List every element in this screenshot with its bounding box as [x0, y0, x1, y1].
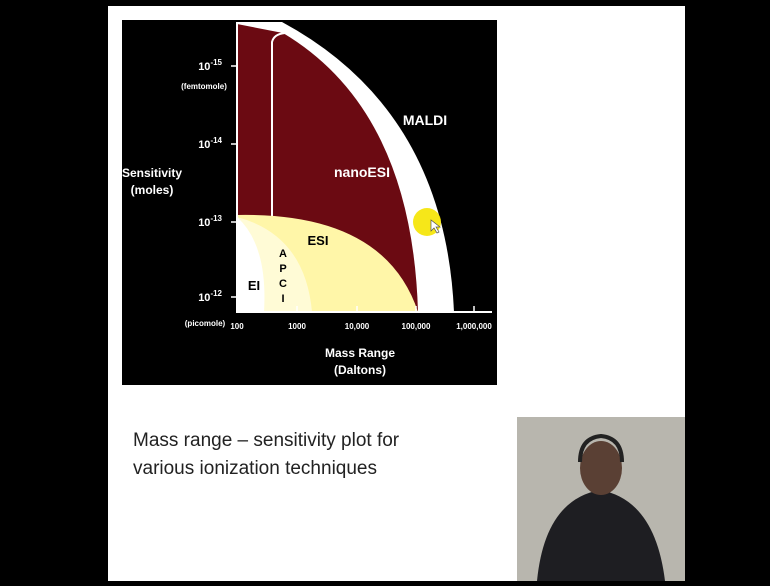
x-tick-label: 10,000: [345, 322, 370, 331]
region-label: EI: [248, 278, 260, 293]
webcam: [517, 417, 685, 581]
y-axis-note: (picomole): [185, 319, 226, 328]
region-label: MALDI: [403, 112, 447, 128]
caption-line: various ionization techniques: [133, 458, 377, 479]
figure: 10-1510-1410-1310-12(femtomole)(picomole…: [122, 20, 497, 385]
x-tick-label: 100,000: [402, 322, 431, 331]
tick-exponent: -13: [210, 214, 222, 223]
y-axis-note: (femtomole): [181, 82, 227, 91]
region-label-letter: C: [279, 278, 287, 290]
person-head: [580, 441, 622, 495]
x-axis-title: Mass Range: [325, 346, 395, 360]
region-label: ESI: [308, 233, 329, 248]
page: 10-1510-1410-1310-12(femtomole)(picomole…: [0, 0, 770, 581]
x-axis-title: (Daltons): [334, 363, 386, 377]
y-axis-title: (moles): [131, 183, 174, 197]
caption-line: Mass range – sensitivity plot for: [133, 430, 400, 451]
tick-base: 10: [198, 217, 210, 229]
region-label: nanoESI: [334, 164, 390, 180]
x-tick-label: 1,000,000: [456, 322, 492, 331]
region-label-letter: P: [279, 263, 286, 275]
region-label-letter: A: [279, 248, 287, 260]
x-tick-label: 1000: [288, 322, 306, 331]
tick-base: 10: [198, 139, 210, 151]
tick-exponent: -12: [210, 289, 222, 298]
tick-exponent: -14: [210, 136, 222, 145]
tick-base: 10: [198, 61, 210, 73]
y-axis-title: Sensitivity: [122, 166, 182, 180]
screen: 10-1510-1410-1310-12(femtomole)(picomole…: [0, 0, 770, 581]
tick-base: 10: [198, 292, 210, 304]
tick-exponent: -15: [210, 58, 222, 67]
region-label-letter: I: [281, 293, 284, 305]
x-tick-label: 100: [230, 322, 244, 331]
